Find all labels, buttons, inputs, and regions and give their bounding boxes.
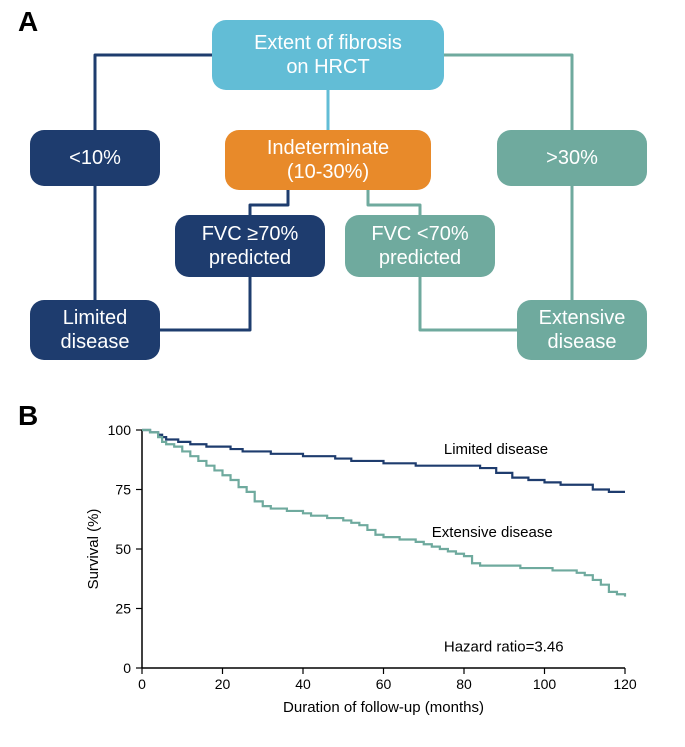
svg-text:Hazard ratio=3.46: Hazard ratio=3.46 (444, 638, 564, 655)
svg-text:100: 100 (108, 422, 132, 438)
flow-node-gt30: >30% (497, 130, 647, 186)
svg-text:20: 20 (215, 676, 231, 692)
svg-text:0: 0 (123, 660, 131, 676)
svg-text:120: 120 (613, 676, 637, 692)
svg-text:25: 25 (115, 601, 131, 617)
flowchart: Extent of fibrosison HRCT <10% Indetermina… (0, 10, 685, 370)
svg-text:0: 0 (138, 676, 146, 692)
flow-node-limited: Limiteddisease (30, 300, 160, 360)
svg-text:Survival (%): Survival (%) (85, 509, 102, 590)
svg-text:75: 75 (115, 482, 131, 498)
svg-text:Duration of follow-up (months): Duration of follow-up (months) (283, 699, 484, 716)
flow-node-fvcge: FVC ≥70%predicted (175, 215, 325, 277)
flow-node-fvclt: FVC <70%predicted (345, 215, 495, 277)
flow-node-indet: Indeterminate(10-30%) (225, 130, 431, 190)
svg-text:40: 40 (295, 676, 311, 692)
svg-text:100: 100 (533, 676, 557, 692)
flow-node-root: Extent of fibrosison HRCT (212, 20, 444, 90)
svg-text:50: 50 (115, 541, 131, 557)
svg-text:Extensive disease: Extensive disease (432, 524, 553, 541)
svg-text:Limited disease: Limited disease (444, 441, 548, 458)
svg-text:80: 80 (456, 676, 472, 692)
flow-node-extensive: Extensivedisease (517, 300, 647, 360)
svg-text:60: 60 (376, 676, 392, 692)
flow-node-lt10: <10% (30, 130, 160, 186)
panel-b-label: B (18, 400, 38, 432)
survival-chart: 0 20 40 60 80 100 120 0 25 50 75 100 Duration of fol… (80, 420, 640, 720)
